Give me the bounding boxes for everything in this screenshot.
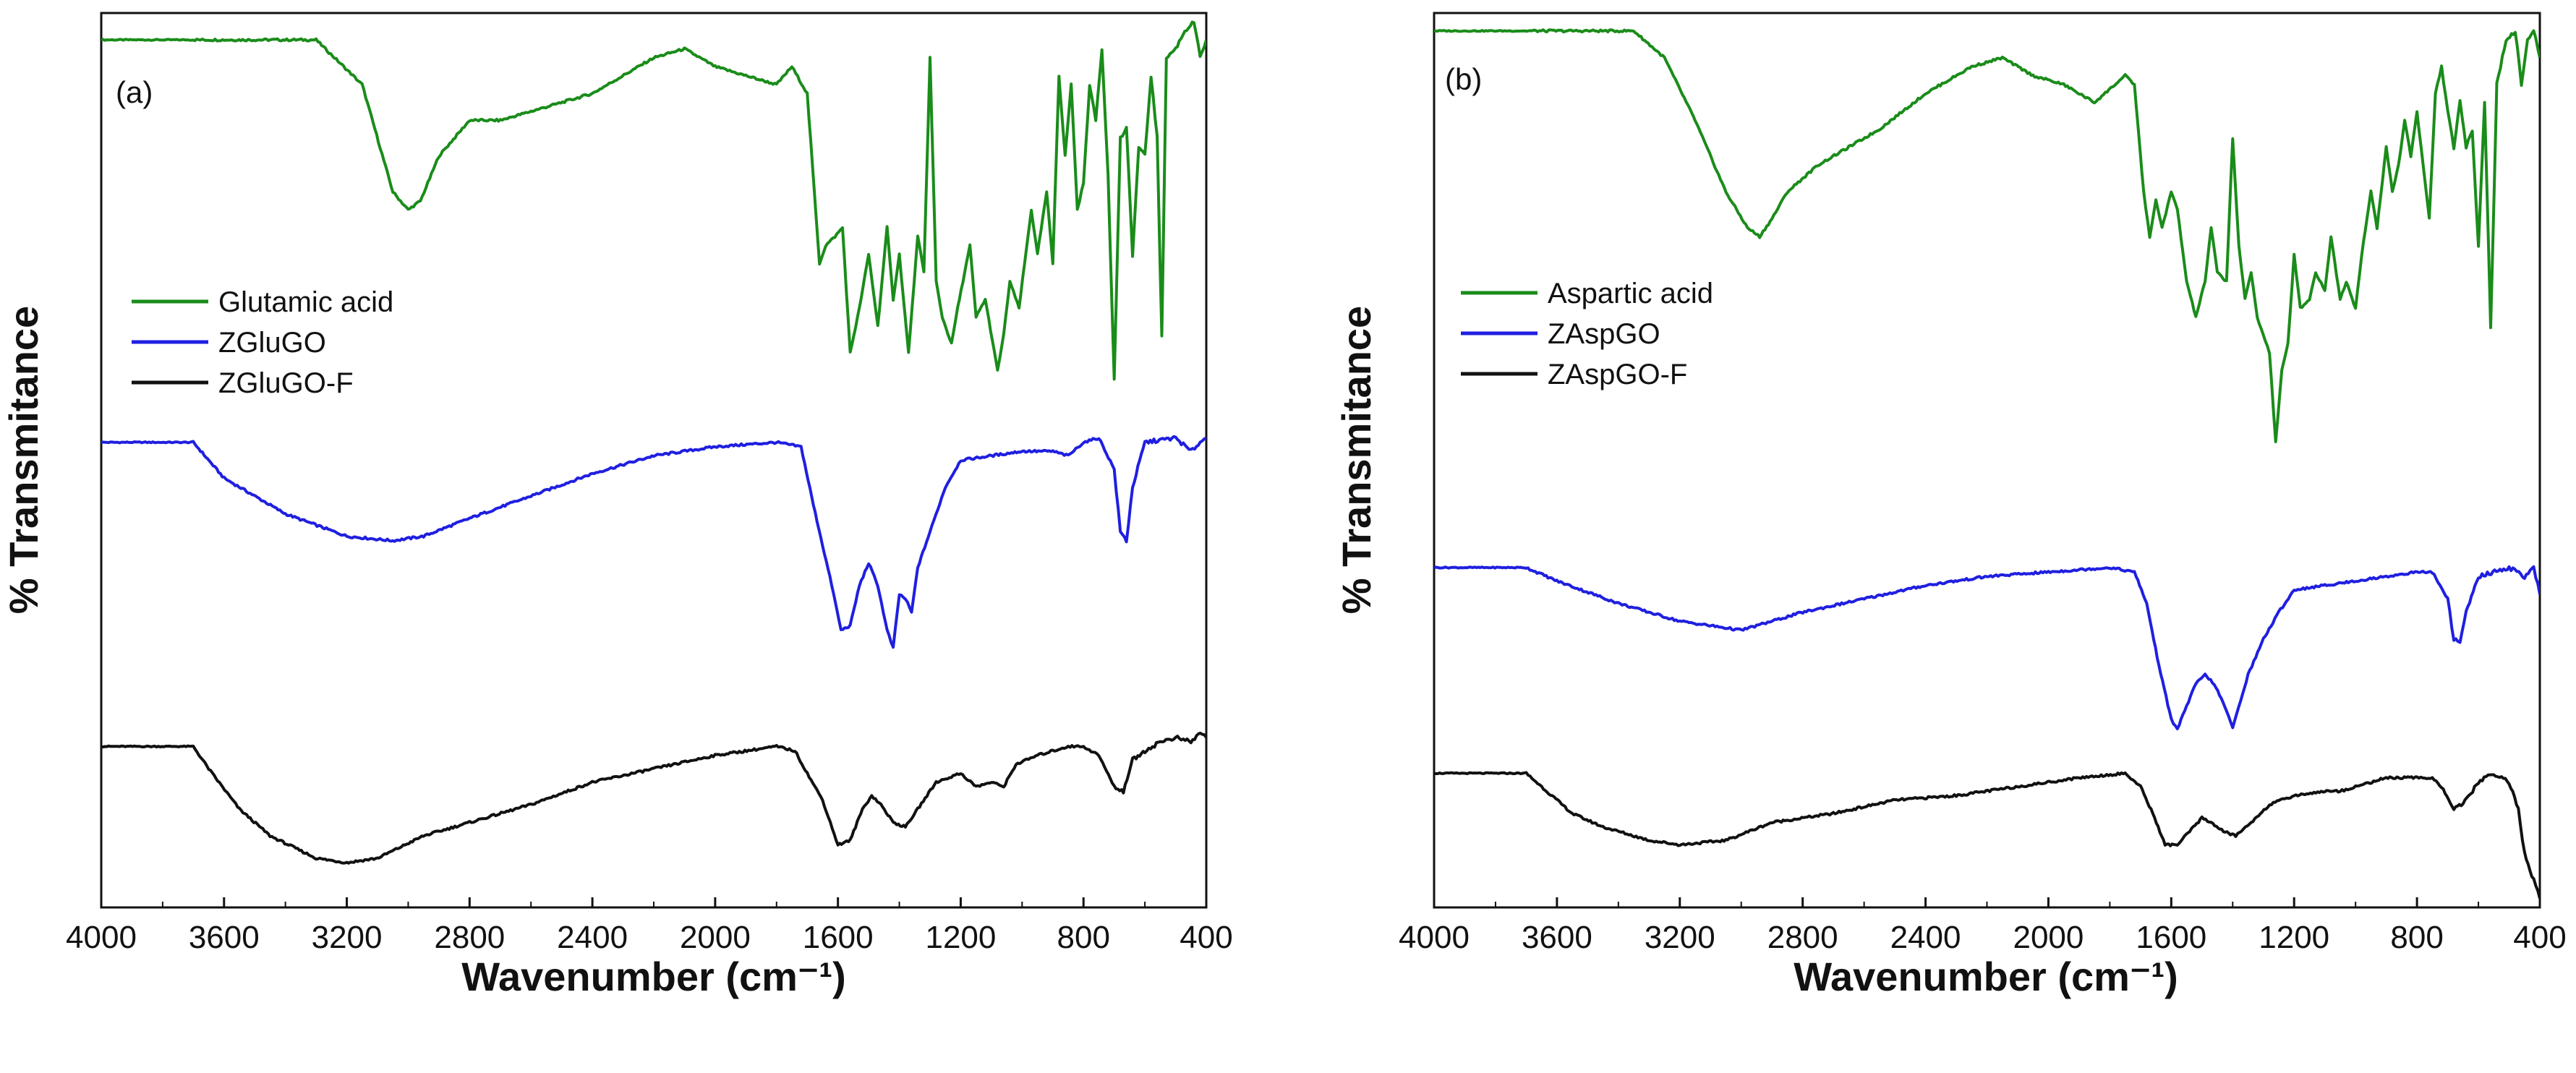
- x-tick-label: 4000: [1399, 920, 1470, 955]
- panel-b: 4000 3600 3200 2800 2400 2000 1600 1200 800 400 Wa…: [1334, 12, 2567, 999]
- x-tick-label: 1600: [803, 920, 874, 955]
- series-line: [1434, 771, 2540, 899]
- series-line: [101, 20, 1206, 381]
- y-axis-title: % Transmitance: [1334, 306, 1379, 614]
- legend-label: ZAspGO-F: [1548, 359, 1687, 390]
- x-axis-title: Wavenumber (cm⁻¹): [461, 954, 846, 999]
- y-axis-title: % Transmitance: [1, 306, 46, 614]
- x-tick-label: 1200: [925, 920, 996, 955]
- series-line: [101, 435, 1206, 649]
- legend-label: Glutamic acid: [218, 286, 393, 318]
- x-tick-label: 3200: [312, 920, 383, 955]
- legend-label: ZGluGO: [218, 327, 326, 359]
- x-tick-label: 2000: [680, 920, 751, 955]
- series-line: [101, 731, 1206, 865]
- x-tick-label: 3600: [189, 920, 260, 955]
- x-tick-label: 400: [1180, 920, 1232, 955]
- panel-label: (a): [116, 75, 153, 109]
- x-tick-label: 800: [1057, 920, 1110, 955]
- x-tick-label: 2800: [434, 920, 505, 955]
- x-tick-label: 2000: [2013, 920, 2084, 955]
- x-tick-label: 2400: [1890, 920, 1961, 955]
- x-tick-label: 800: [2390, 920, 2443, 955]
- x-tick-label: 2800: [1767, 920, 1838, 955]
- legend-label: ZGluGO-F: [218, 367, 354, 399]
- x-tick-label: 1200: [2259, 920, 2329, 955]
- x-tick-label: 3600: [1522, 920, 1592, 955]
- panel-label: (b): [1445, 62, 1482, 96]
- x-tick-label: 3200: [1645, 920, 1715, 955]
- x-tick-label: 400: [2513, 920, 2566, 955]
- panel-a: 4000 3600 3200 2800 2400 2000 1600 1200 800 400 Wa…: [1, 12, 1233, 999]
- legend-label: Aspartic acid: [1548, 278, 1713, 309]
- legend-label: ZAspGO: [1548, 318, 1660, 350]
- x-tick-label: 4000: [66, 920, 137, 955]
- series-line: [1434, 28, 2540, 443]
- x-axis-title: Wavenumber (cm⁻¹): [1794, 954, 2178, 999]
- x-tick-label: 2400: [557, 920, 628, 955]
- x-tick-label: 1600: [2136, 920, 2206, 955]
- series-line: [1434, 565, 2540, 730]
